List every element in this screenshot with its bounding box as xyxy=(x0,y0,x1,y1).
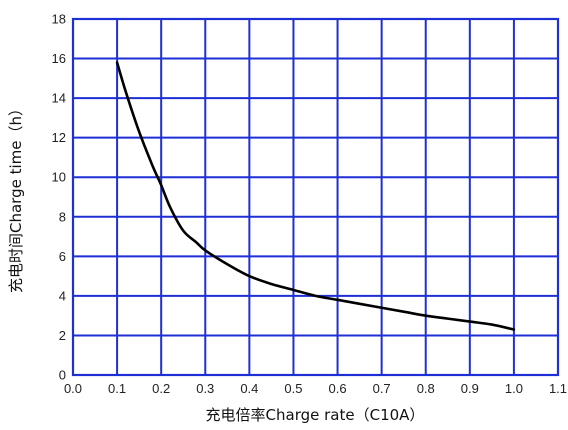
y-tick-label: 0 xyxy=(59,368,66,383)
y-tick-label: 6 xyxy=(59,249,66,264)
x-tick-label: 0.0 xyxy=(64,381,82,396)
x-tick-label: 1.0 xyxy=(505,381,523,396)
x-tick-label: 0.4 xyxy=(240,381,258,396)
plot-border xyxy=(71,17,560,377)
x-tick-label: 0.8 xyxy=(417,381,435,396)
y-tick-label: 10 xyxy=(52,170,66,185)
y-tick-label: 16 xyxy=(52,51,66,66)
x-tick-label: 0.5 xyxy=(284,381,302,396)
x-tick-label: 1.1 xyxy=(549,381,567,396)
x-tick-label: 0.6 xyxy=(329,381,347,396)
y-axis-label: 充电时间Charge time（h） xyxy=(7,101,25,293)
y-tick-label: 18 xyxy=(52,12,66,27)
x-tick-label: 0.7 xyxy=(373,381,391,396)
grid-lines xyxy=(72,18,559,376)
y-tick-label: 2 xyxy=(59,328,66,343)
x-tick-label: 0.3 xyxy=(196,381,214,396)
y-tick-labels: 0 2 4 6 8 10 12 14 16 18 xyxy=(52,12,66,383)
series-line xyxy=(115,61,516,331)
x-tick-label: 0.2 xyxy=(152,381,170,396)
y-tick-label: 4 xyxy=(59,288,66,303)
x-tick-labels: 0.0 0.1 0.2 0.3 0.4 0.5 0.6 0.7 0.8 0.9 1.0 1.1 xyxy=(64,381,567,396)
x-axis-label: 充电倍率Charge rate（C10A） xyxy=(206,406,425,424)
x-tick-label: 0.9 xyxy=(461,381,479,396)
plot-frame xyxy=(71,17,560,377)
y-tick-label: 12 xyxy=(52,130,66,145)
y-tick-label: 14 xyxy=(52,91,66,106)
x-tick-label: 0.1 xyxy=(108,381,126,396)
y-tick-label: 8 xyxy=(59,209,66,224)
